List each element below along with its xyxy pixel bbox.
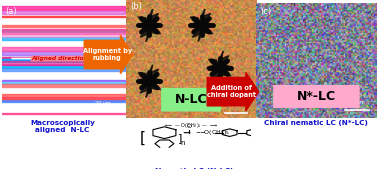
Text: n: n — [180, 140, 184, 146]
Polygon shape — [136, 78, 163, 84]
Polygon shape — [140, 69, 158, 93]
Text: N-LC: N-LC — [175, 93, 208, 106]
Text: Aligned direction: Aligned direction — [31, 56, 88, 61]
Text: O: O — [186, 124, 192, 129]
FancyBboxPatch shape — [273, 85, 359, 108]
Text: Chiral nematic LC (N*-LC): Chiral nematic LC (N*-LC) — [265, 120, 368, 126]
Text: N*-LC: N*-LC — [297, 90, 336, 103]
Text: ]: ] — [178, 133, 183, 143]
Text: Alignment by
rubbing: Alignment by rubbing — [83, 48, 132, 61]
Text: 20 μm: 20 μm — [349, 100, 365, 104]
Text: [: [ — [140, 131, 146, 146]
Polygon shape — [146, 9, 153, 42]
Polygon shape — [207, 64, 233, 71]
Polygon shape — [192, 13, 211, 37]
Polygon shape — [209, 59, 231, 76]
Text: (c): (c) — [260, 7, 271, 16]
Text: $\mathrm{-\!\!-\!\!O(CH_2)_5}$: $\mathrm{-\!\!-\!\!O(CH_2)_5}$ — [195, 128, 230, 137]
Polygon shape — [138, 73, 161, 90]
Polygon shape — [136, 22, 163, 29]
Text: Macroscopically
aligned  N-LC: Macroscopically aligned N-LC — [30, 120, 95, 133]
Text: Addition of
chiral dopant: Addition of chiral dopant — [207, 85, 256, 98]
Text: (b): (b) — [130, 2, 142, 11]
Polygon shape — [211, 56, 229, 80]
FancyArrow shape — [84, 35, 132, 74]
Text: (a): (a) — [6, 7, 17, 16]
Text: Nematic LC (N-LC): Nematic LC (N-LC) — [155, 168, 234, 169]
FancyArrow shape — [207, 73, 259, 111]
Polygon shape — [189, 22, 215, 29]
Text: 20 μm: 20 μm — [228, 103, 244, 108]
Text: $\longleftarrow$ — $\mathrm{O(CH_2)_5}$ — $\longrightarrow$: $\longleftarrow$ — $\mathrm{O(CH_2)_5}$ … — [164, 120, 218, 130]
Polygon shape — [190, 17, 213, 34]
Polygon shape — [138, 17, 161, 34]
Polygon shape — [140, 13, 158, 37]
Polygon shape — [198, 9, 205, 42]
FancyBboxPatch shape — [161, 88, 221, 112]
Text: 20 μm: 20 μm — [95, 101, 110, 106]
Polygon shape — [216, 51, 223, 84]
Polygon shape — [146, 65, 153, 98]
